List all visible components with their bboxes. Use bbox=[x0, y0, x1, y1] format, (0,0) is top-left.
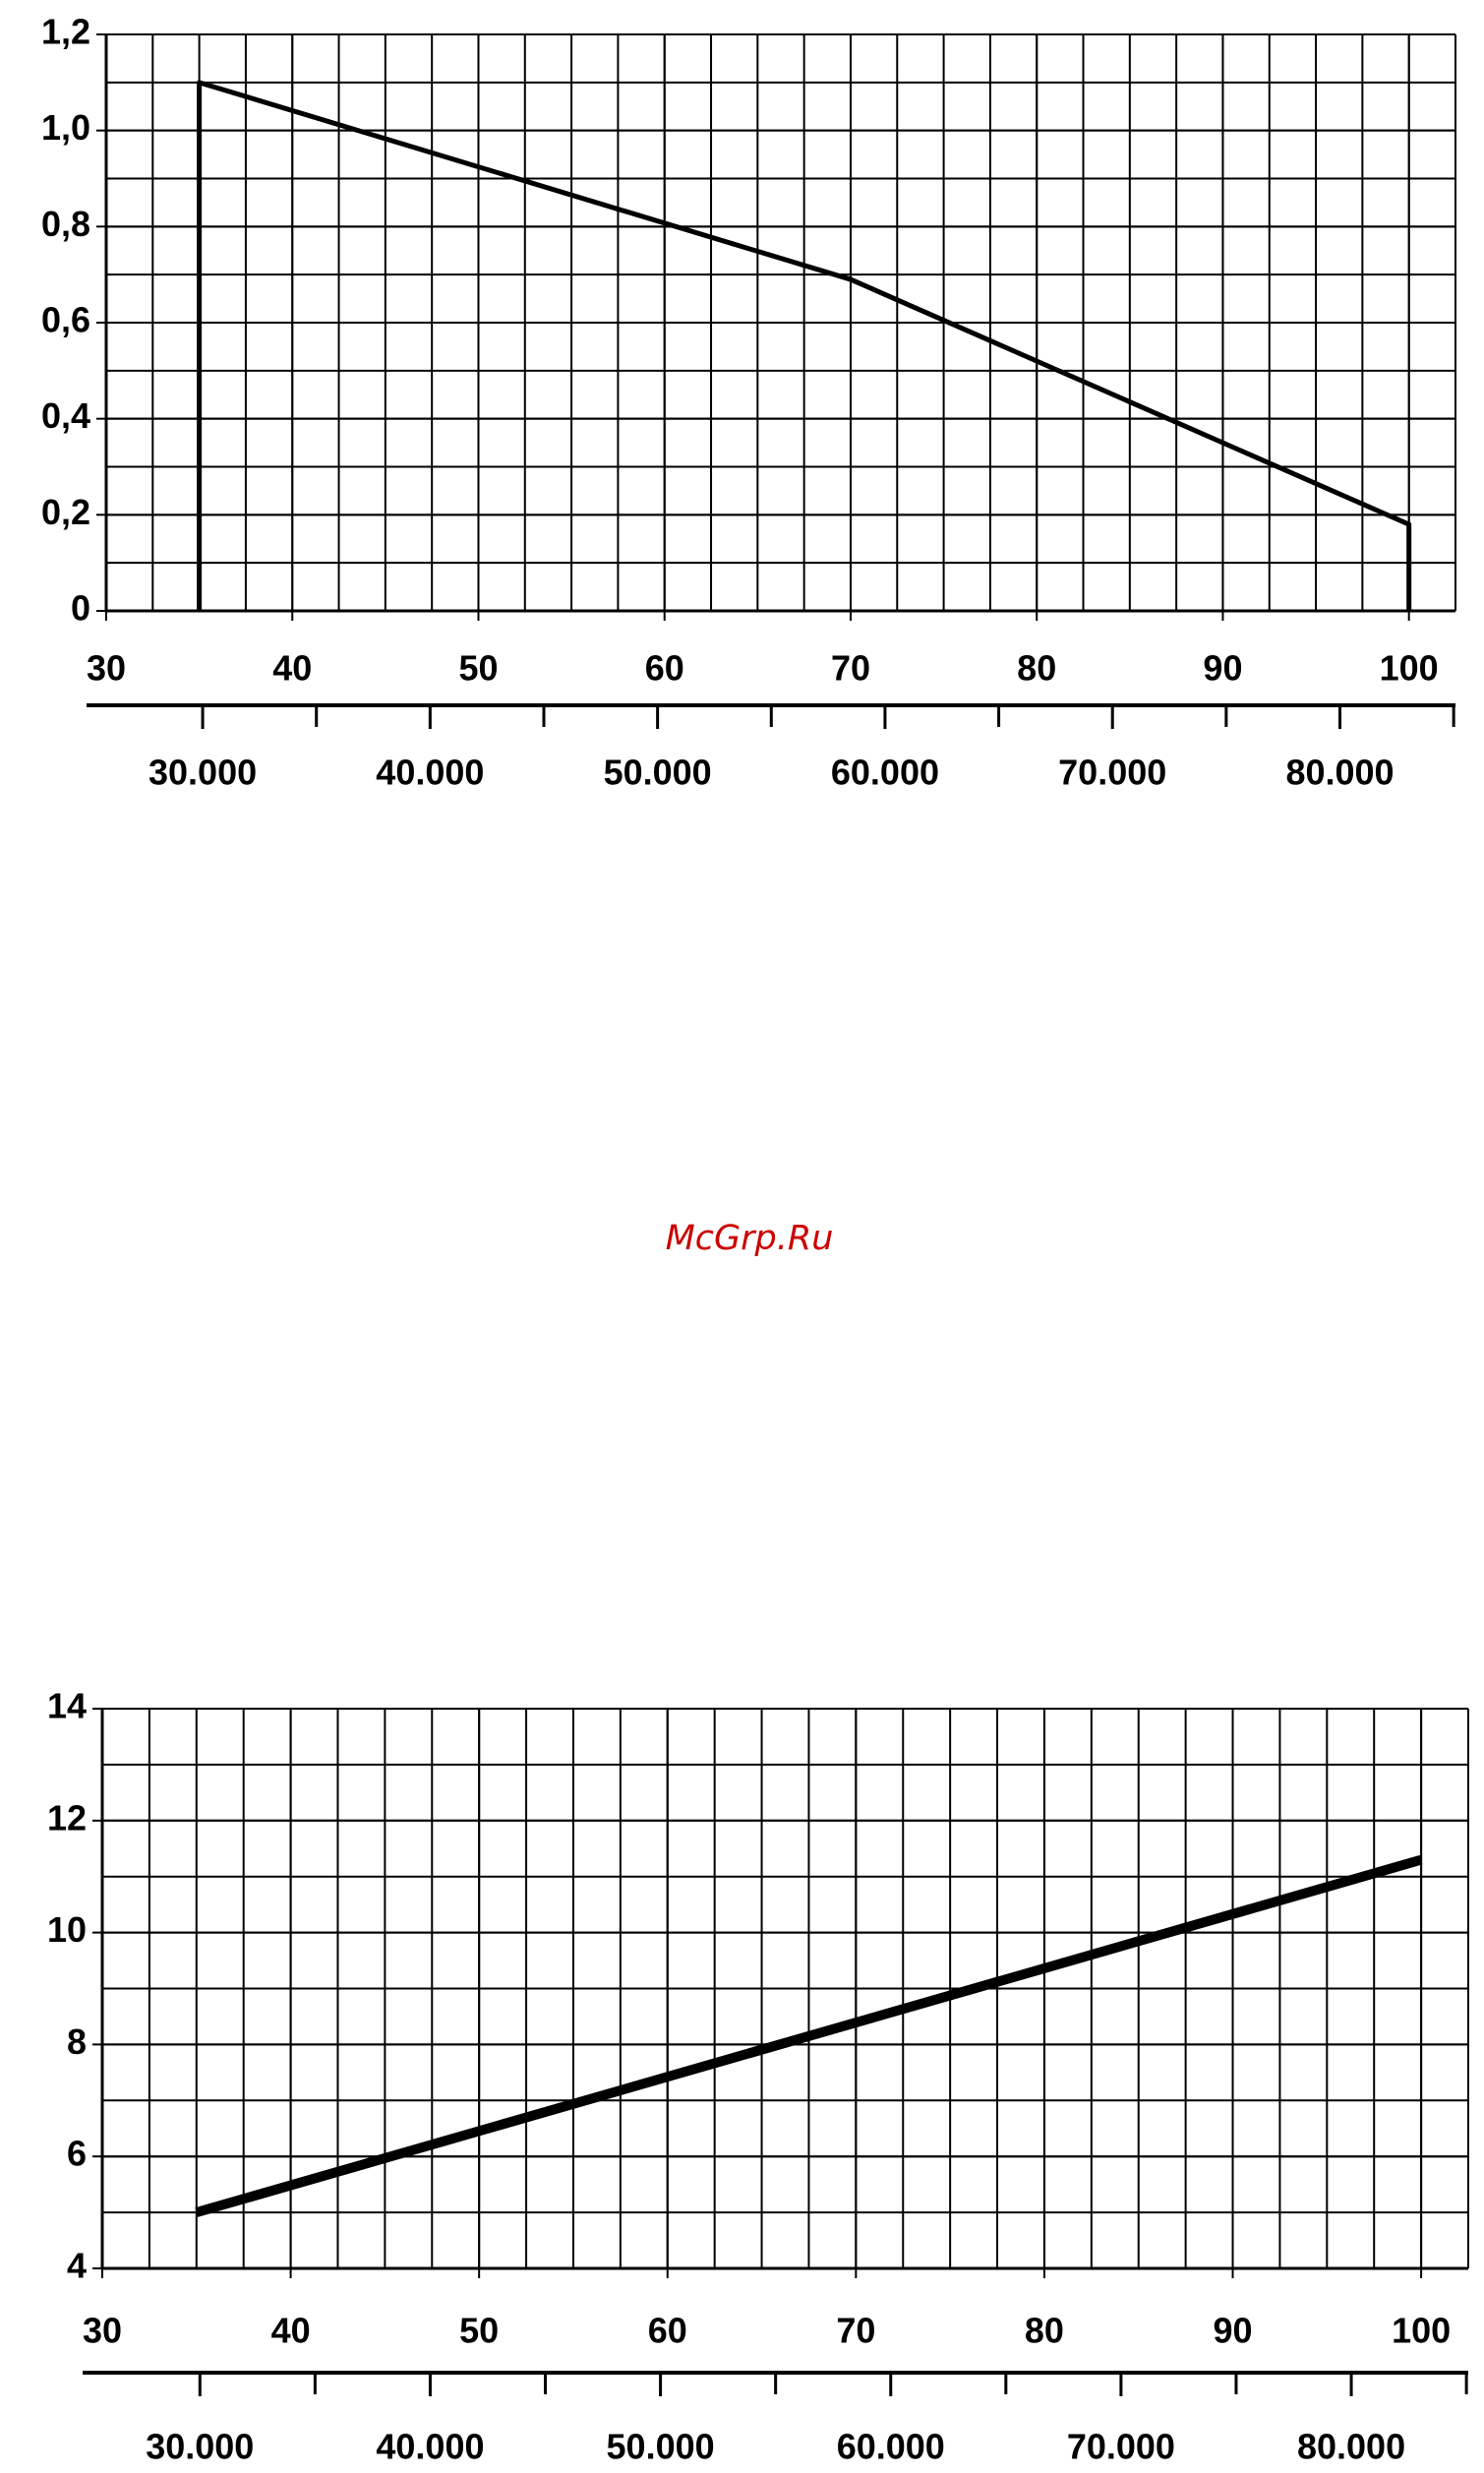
x-tick-label: 70 bbox=[831, 648, 870, 689]
x-tick-label: 100 bbox=[1392, 2311, 1451, 2351]
x2-tick-label: 70.000 bbox=[1058, 753, 1166, 793]
x-tick-label: 30 bbox=[83, 2311, 122, 2351]
x-tick-label: 50 bbox=[458, 648, 498, 689]
x-tick-label: 90 bbox=[1203, 648, 1242, 689]
y-tick-label: 6 bbox=[67, 2134, 87, 2174]
y-tick-label: 10 bbox=[47, 1909, 87, 1950]
y-tick-label: 12 bbox=[47, 1797, 87, 1838]
y-tick-label: 0,8 bbox=[41, 204, 90, 244]
watermark: McGrp.Ru bbox=[666, 1219, 834, 1258]
x2-tick-label: 40.000 bbox=[376, 753, 484, 793]
x2-tick-label: 60.000 bbox=[837, 2427, 945, 2467]
x-tick-label: 60 bbox=[648, 2311, 687, 2351]
data-line bbox=[195, 1854, 1423, 2217]
x2-tick-label: 60.000 bbox=[831, 753, 939, 793]
y-tick-label: 0,4 bbox=[41, 395, 90, 436]
y-tick-label: 0,6 bbox=[41, 300, 90, 340]
x-tick-label: 30 bbox=[87, 648, 126, 689]
y-tick-label: 0 bbox=[71, 588, 90, 629]
y-tick-label: 8 bbox=[67, 2021, 87, 2062]
x2-tick-label: 40.000 bbox=[376, 2427, 484, 2467]
y-tick-label: 14 bbox=[47, 1686, 87, 1726]
x-tick-label: 100 bbox=[1380, 648, 1439, 689]
y-tick-label: 1,0 bbox=[41, 107, 90, 148]
x2-tick-label: 80.000 bbox=[1285, 753, 1394, 793]
x2-tick-label: 80.000 bbox=[1297, 2427, 1405, 2467]
y-tick-label: 0,2 bbox=[41, 492, 90, 532]
data-line bbox=[197, 80, 1412, 611]
x2-tick-label: 70.000 bbox=[1067, 2427, 1175, 2467]
x2-tick-label: 50.000 bbox=[607, 2427, 715, 2467]
x-tick-label: 60 bbox=[645, 648, 684, 689]
x-tick-label: 70 bbox=[836, 2311, 875, 2351]
x-tick-label: 80 bbox=[1025, 2311, 1064, 2351]
x-tick-label: 40 bbox=[272, 648, 312, 689]
x-tick-label: 50 bbox=[459, 2311, 499, 2351]
x2-tick-label: 30.000 bbox=[148, 753, 257, 793]
x2-tick-label: 50.000 bbox=[604, 753, 712, 793]
x-tick-label: 80 bbox=[1017, 648, 1056, 689]
y-tick-label: 4 bbox=[67, 2246, 87, 2286]
x-tick-label: 40 bbox=[271, 2311, 311, 2351]
y-tick-label: 1,2 bbox=[41, 12, 90, 52]
x-tick-label: 90 bbox=[1213, 2311, 1252, 2351]
x2-tick-label: 30.000 bbox=[146, 2427, 254, 2467]
